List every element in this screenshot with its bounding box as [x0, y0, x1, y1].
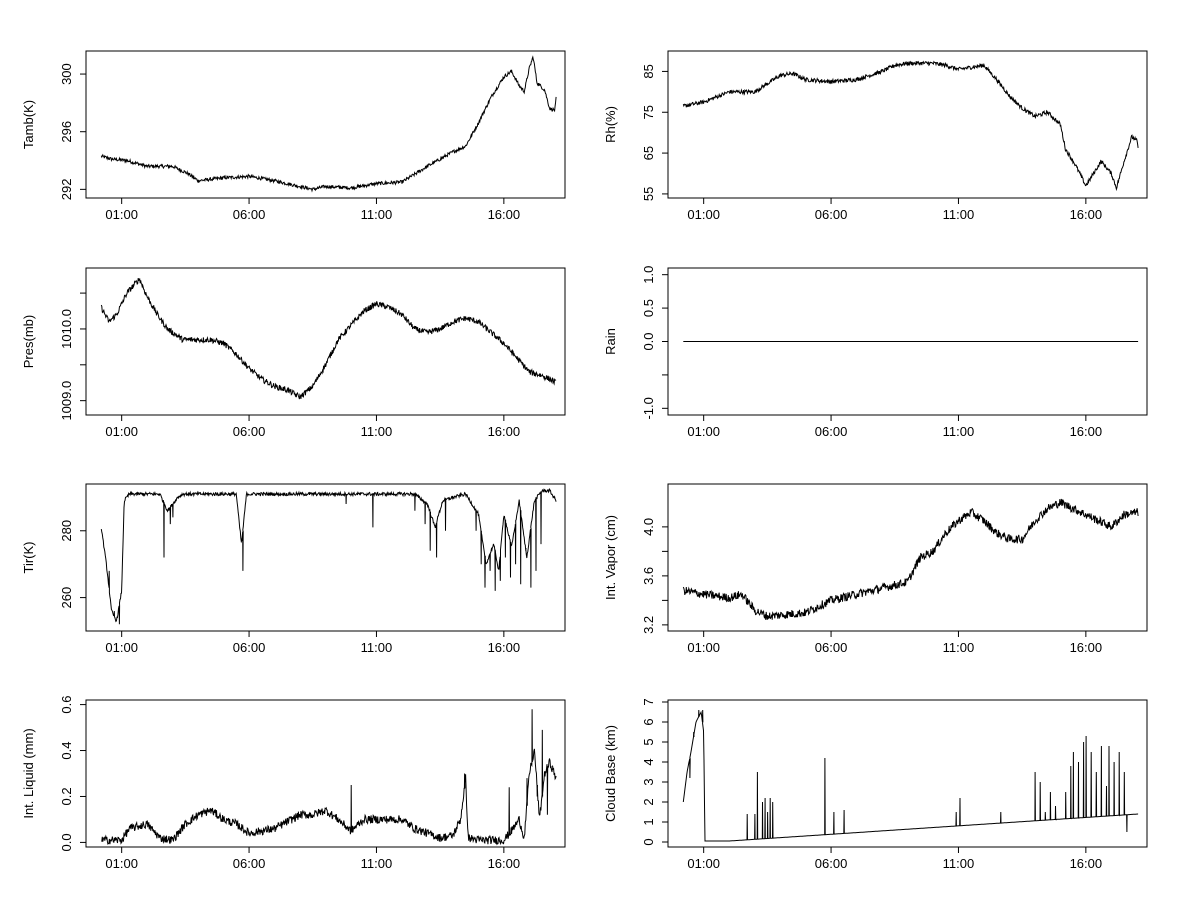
y-tick-label-vapor-4: 4.0: [641, 518, 656, 536]
plot-frame-liquid: [85, 699, 566, 848]
y-tick-label-tir-0: 260: [59, 587, 74, 609]
y-tick-label-pres-2: 1010.0: [59, 309, 74, 349]
x-tick-label-pres-3: 16:00: [488, 424, 521, 439]
x-tick-label-pres-0: 01:00: [105, 424, 138, 439]
y-tick-label-rh-0: 55: [641, 187, 656, 201]
y-tick-label-vapor-2: 3.6: [641, 567, 656, 585]
x-tick-label-tir-0: 01:00: [105, 640, 138, 655]
series-line-tamb: [100, 55, 557, 193]
x-tick-label-cloud-3: 16:00: [1070, 856, 1103, 871]
x-tick-label-rain-3: 16:00: [1070, 424, 1103, 439]
y-tick-label-liquid-1: 0.2: [59, 787, 74, 805]
x-tick-label-cloud-0: 01:00: [687, 856, 720, 871]
panel-tir: 01:00 06:00 11:00 16:00 260 280 Tir(K): [21, 483, 566, 655]
x-tick-label-pres-2: 11:00: [361, 424, 393, 439]
series-line-vapor: [682, 498, 1139, 620]
x-tick-label-liquid-3: 16:00: [488, 856, 521, 871]
plot-frame-rh: [667, 50, 1148, 199]
y-tick-label-cloud-3: 3: [641, 778, 656, 785]
panel-tamb: 01:00 06:00 11:00 16:00 292 296 300 Tamb(K): [21, 50, 566, 222]
x-tick-label-vapor-1: 06:00: [815, 640, 848, 655]
x-tick-label-vapor-0: 01:00: [687, 640, 720, 655]
x-tick-label-rh-1: 06:00: [815, 207, 848, 222]
plot-frame-pres: [85, 267, 566, 416]
y-axis-label-tamb: Tamb(K): [21, 100, 36, 149]
panel-liquid: 01:00 06:00 11:00 16:00 0.0 0.2 0.4 0.6 Int. Liq…: [21, 696, 566, 871]
y-tick-label-rh-2: 75: [641, 105, 656, 119]
x-tick-label-tamb-0: 01:00: [105, 207, 138, 222]
x-tick-label-tamb-3: 16:00: [488, 207, 521, 222]
series-line-pres: [100, 278, 557, 400]
y-tick-label-vapor-0: 3.2: [641, 616, 656, 634]
y-tick-label-cloud-5: 5: [641, 738, 656, 745]
x-tick-label-liquid-1: 06:00: [233, 856, 266, 871]
y-tick-label-cloud-1: 1: [641, 818, 656, 825]
panel-vapor: 01:00 06:00 11:00 16:00 3.2 3.6 4.0 Int. Vapor …: [603, 483, 1148, 655]
y-axis-label-rain: Rain: [603, 328, 618, 355]
y-tick-label-liquid-0: 0.0: [59, 833, 74, 851]
x-tick-label-rh-0: 01:00: [687, 207, 720, 222]
y-tick-label-liquid-2: 0.4: [59, 741, 74, 759]
x-tick-label-tir-1: 06:00: [233, 640, 266, 655]
panel-rain: 01:00 06:00 11:00 16:00 -1.0 0.0 0.5 1.0 Rain: [603, 266, 1148, 439]
series-line-rh: [682, 60, 1139, 192]
x-tick-label-pres-1: 06:00: [233, 424, 266, 439]
plot-frame-tir: [85, 483, 566, 632]
x-tick-label-rain-1: 06:00: [815, 424, 848, 439]
y-tick-label-pres-0: 1009.0: [59, 381, 74, 421]
x-tick-label-cloud-2: 11:00: [943, 856, 975, 871]
panel-cloud: 01:00 06:00 11:00 16:00 0 1 2 3 4 5 6 7 Cloud Base (…: [603, 698, 1148, 871]
y-tick-label-rh-1: 65: [641, 146, 656, 160]
y-tick-label-rain-4: 1.0: [641, 266, 656, 284]
x-tick-label-tamb-2: 11:00: [361, 207, 393, 222]
y-axis-label-vapor: Int. Vapor (cm): [603, 515, 618, 600]
plot-frame-vapor: [667, 483, 1148, 632]
y-tick-label-tamb-0: 292: [59, 179, 74, 201]
y-axis-label-liquid: Int. Liquid (mm): [21, 728, 36, 818]
x-tick-label-rain-0: 01:00: [687, 424, 720, 439]
y-axis-label-pres: Pres(mb): [21, 315, 36, 368]
x-tick-label-rain-2: 11:00: [943, 424, 975, 439]
x-tick-label-vapor-2: 11:00: [943, 640, 975, 655]
x-tick-label-vapor-3: 16:00: [1070, 640, 1103, 655]
x-tick-label-tamb-1: 06:00: [233, 207, 266, 222]
x-tick-label-rh-3: 16:00: [1070, 207, 1103, 222]
x-tick-label-liquid-0: 01:00: [105, 856, 138, 871]
x-tick-label-tir-3: 16:00: [488, 640, 521, 655]
y-tick-label-cloud-6: 6: [641, 718, 656, 725]
series-line-liquid: [101, 709, 557, 846]
y-tick-label-rain-2: 0.0: [641, 332, 656, 350]
series-line-cloud: [682, 709, 1139, 842]
y-axis-label-rh: Rh(%): [603, 106, 618, 143]
y-tick-label-rh-3: 85: [641, 64, 656, 78]
panel-pres: 01:00 06:00 11:00 16:00 1009.0 1010.0 Pres(mb): [21, 267, 566, 439]
x-tick-label-rh-2: 11:00: [943, 207, 975, 222]
y-tick-label-liquid-3: 0.6: [59, 696, 74, 714]
plot-frame-tamb: [85, 50, 566, 199]
y-tick-label-tamb-2: 300: [59, 63, 74, 85]
series-line-tir: [100, 487, 557, 625]
y-tick-label-rain-3: 0.5: [641, 299, 656, 317]
y-tick-label-tir-1: 280: [59, 520, 74, 542]
x-tick-label-tir-2: 11:00: [361, 640, 393, 655]
y-tick-label-cloud-2: 2: [641, 798, 656, 805]
y-axis-label-cloud: Cloud Base (km): [603, 725, 618, 822]
x-tick-label-liquid-2: 11:00: [361, 856, 393, 871]
panel-rh: 01:00 06:00 11:00 16:00 55 65 75 85 Rh(%): [603, 50, 1148, 222]
y-tick-label-rain-0: -1.0: [641, 397, 656, 419]
y-tick-label-tamb-1: 296: [59, 121, 74, 143]
y-tick-label-cloud-4: 4: [641, 758, 656, 765]
plot-frame-cloud: [667, 699, 1148, 848]
y-tick-label-cloud-0: 0: [641, 838, 656, 845]
x-tick-label-cloud-1: 06:00: [815, 856, 848, 871]
y-tick-label-cloud-7: 7: [641, 698, 656, 705]
y-axis-label-tir: Tir(K): [21, 541, 36, 573]
